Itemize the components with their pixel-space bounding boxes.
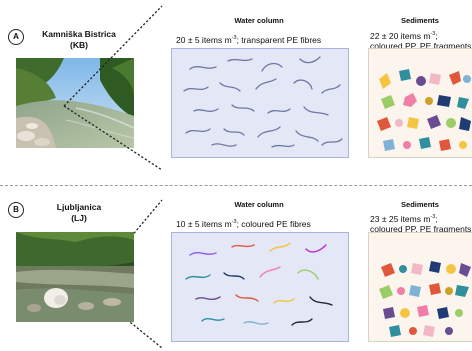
panel-b-river-photo	[16, 232, 134, 322]
panel-b-badge: B	[8, 202, 24, 218]
panel-b-sediment-count: 23 ± 25 items m	[370, 213, 431, 224]
panel-a-sediment-count: 22 ± 20 items m	[370, 30, 431, 41]
panel-b-sediment-desc2: coloured PP, PE fragments	[370, 223, 472, 234]
panel-a-water-heading: Water column	[234, 16, 284, 25]
panel-a-site-name: Kamniška Bistrica (KB)	[20, 29, 138, 51]
panel-a-fragments	[377, 69, 471, 151]
panel-b-sediment-desc: ;	[435, 213, 438, 224]
panel-a-water-count: 20 ± 5 items m	[176, 34, 232, 45]
panel-a-water-sample	[171, 48, 349, 158]
panel-b-site-name: Ljubljanica (LJ)	[20, 202, 138, 224]
panel-divider	[0, 185, 472, 186]
panel-b-fragments	[379, 261, 471, 337]
panel-a-sediment-stats: 22 ± 20 items m-3; coloured PP, PE fragm…	[370, 29, 472, 51]
panel-a-site-title: Kamniška Bistrica	[42, 29, 116, 39]
panel-a-river-photo	[16, 58, 134, 148]
panel-a-water-exp: -3	[231, 35, 237, 41]
panel-a-sediment-desc: ;	[435, 30, 438, 41]
panel-a-badge: A	[8, 29, 24, 45]
panel-b-sediment-exp: -3	[430, 214, 436, 220]
panel-a-water-stats: 20 ± 5 items m-3; transparent PE fibres	[176, 33, 356, 45]
panel-a-sediment-heading: Sediments	[401, 16, 439, 25]
panel-a-site-code: (KB)	[70, 40, 88, 50]
panel-b-site-title: Ljubljanica	[56, 202, 102, 212]
panel-b-water-heading: Water column	[234, 200, 284, 209]
panel-b-sediment-heading: Sediments	[401, 200, 439, 209]
panel-b-fibres	[185, 242, 333, 326]
panel-a-water-desc: ; transparent PE fibres	[236, 34, 322, 45]
panel-a-sediment-sample	[368, 48, 472, 158]
panel-b-sediment-sample	[368, 232, 472, 342]
panel-a-sediment-exp: -3	[430, 31, 436, 37]
panel-b-sediment-stats: 23 ± 25 items m-3; coloured PP, PE fragm…	[370, 212, 472, 234]
panel-a-sediment-desc2: coloured PP, PE fragments	[370, 40, 472, 51]
panel-b-water-desc: ; coloured PE fibres	[236, 218, 311, 229]
panel-b-water-stats: 10 ± 5 items m-3; coloured PE fibres	[176, 217, 356, 229]
panel-b-water-exp: -3	[231, 219, 237, 225]
panel-a-fibres	[183, 56, 343, 148]
panel-b-site-code: (LJ)	[71, 213, 87, 223]
panel-b-water-sample	[171, 232, 349, 342]
panel-b-water-count: 10 ± 5 items m	[176, 218, 232, 229]
